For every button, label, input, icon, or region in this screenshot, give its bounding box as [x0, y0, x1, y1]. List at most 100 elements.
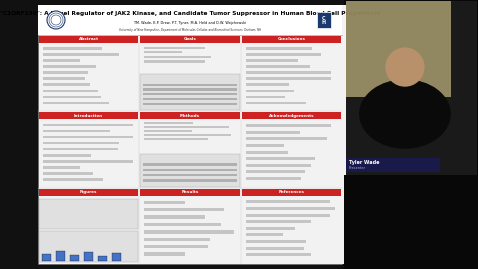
Bar — [246, 164, 311, 167]
Bar — [246, 102, 306, 104]
Bar — [43, 53, 119, 56]
Bar — [43, 47, 102, 50]
Bar — [246, 157, 315, 160]
Text: H: H — [322, 20, 326, 26]
Bar — [246, 220, 311, 223]
Bar — [246, 131, 300, 134]
Bar — [43, 130, 109, 132]
Bar — [56, 251, 65, 261]
Bar — [246, 47, 313, 50]
Bar — [43, 124, 132, 126]
Bar — [346, 158, 440, 172]
Text: Acknowledgements: Acknowledgements — [269, 114, 314, 118]
Bar — [38, 5, 342, 264]
Bar — [143, 84, 237, 86]
Bar — [246, 77, 331, 80]
Bar — [144, 51, 182, 53]
Bar — [144, 223, 220, 226]
Bar — [143, 179, 237, 182]
Bar — [39, 36, 138, 43]
Bar — [70, 255, 79, 261]
Bar — [242, 36, 341, 43]
Bar — [43, 72, 87, 74]
Bar — [346, 1, 477, 175]
Bar — [246, 200, 330, 203]
Bar — [39, 231, 138, 262]
Bar — [246, 207, 335, 210]
Bar — [246, 137, 327, 140]
Bar — [144, 208, 224, 211]
Bar — [38, 5, 342, 35]
Bar — [144, 238, 210, 241]
Bar — [242, 189, 341, 196]
Bar — [43, 59, 79, 62]
Bar — [43, 148, 118, 150]
Bar — [144, 215, 205, 219]
Text: Abstract: Abstract — [78, 37, 99, 41]
Bar — [43, 90, 98, 92]
Bar — [246, 59, 298, 62]
Bar — [98, 256, 108, 261]
Text: Introduction: Introduction — [74, 114, 103, 118]
Bar — [112, 253, 121, 261]
Bar — [39, 189, 138, 196]
Text: Results: Results — [181, 190, 199, 194]
Bar — [144, 126, 228, 128]
Bar — [43, 160, 133, 162]
Bar — [246, 227, 295, 230]
Bar — [143, 164, 237, 166]
Bar — [143, 98, 237, 100]
Bar — [43, 83, 90, 86]
Bar — [246, 240, 306, 243]
Bar — [43, 142, 119, 144]
Bar — [143, 103, 237, 105]
Bar — [246, 247, 304, 250]
Circle shape — [385, 47, 424, 87]
Bar — [84, 252, 93, 261]
Bar — [144, 230, 235, 233]
Bar — [246, 65, 310, 68]
Bar — [143, 93, 237, 95]
Bar — [43, 65, 96, 68]
Text: References: References — [278, 190, 304, 194]
Bar — [143, 169, 237, 171]
Bar — [43, 166, 80, 169]
Bar — [246, 90, 293, 92]
Text: Methods: Methods — [180, 114, 200, 118]
Bar — [246, 83, 289, 86]
Text: Conclusions: Conclusions — [277, 37, 305, 41]
Bar — [143, 89, 237, 91]
Text: Goals: Goals — [184, 37, 196, 41]
Bar — [144, 252, 185, 256]
Bar — [242, 112, 341, 119]
Circle shape — [47, 11, 65, 29]
Text: T.M. Wade, K.P. Drew, P.T. Tyner, M.A. Held and D.W. Wojchowski: T.M. Wade, K.P. Drew, P.T. Tyner, M.A. H… — [133, 21, 247, 25]
Text: "C1ORF150": A Novel Regulator of JAK2 Kinase, and Candidate Tumor Suppressor in : "C1ORF150": A Novel Regulator of JAK2 Ki… — [0, 11, 380, 16]
Bar — [143, 174, 237, 176]
Bar — [144, 134, 231, 136]
Bar — [344, 0, 478, 269]
Text: Figures: Figures — [80, 190, 98, 194]
Ellipse shape — [359, 79, 451, 149]
Bar — [43, 77, 85, 80]
Bar — [144, 122, 193, 124]
Bar — [144, 47, 205, 49]
Text: Tyler Wade: Tyler Wade — [349, 160, 380, 165]
Bar — [317, 12, 331, 28]
Bar — [141, 154, 239, 187]
Text: Presenter: Presenter — [349, 166, 366, 170]
Bar — [246, 144, 284, 147]
Bar — [246, 253, 311, 256]
Bar — [246, 233, 283, 236]
Bar — [144, 138, 207, 140]
Bar — [246, 177, 301, 180]
Bar — [144, 130, 192, 132]
Bar — [246, 53, 321, 56]
Bar — [42, 254, 51, 261]
Bar — [43, 95, 101, 98]
Bar — [346, 1, 451, 97]
Bar — [141, 189, 239, 196]
Bar — [144, 245, 208, 248]
Bar — [246, 171, 305, 174]
Bar — [246, 72, 331, 74]
